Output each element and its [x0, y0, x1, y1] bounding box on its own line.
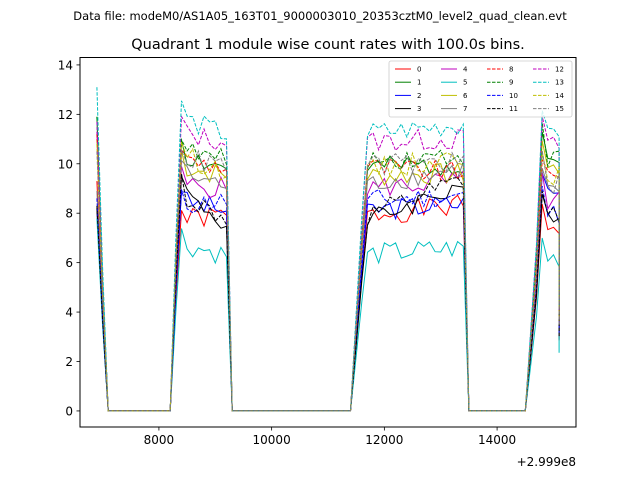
y-tick-label: 6 — [65, 256, 73, 270]
series-line-1 — [96, 116, 560, 412]
y-tick-label: 8 — [65, 207, 73, 221]
y-tick-label: 14 — [58, 58, 73, 72]
y-tick-label: 0 — [65, 404, 73, 418]
legend-label: 8 — [509, 66, 513, 74]
legend-label: 6 — [463, 92, 468, 100]
x-axis: 8000 10000 12000 14000 — [144, 427, 516, 447]
legend-label: 2 — [417, 92, 421, 100]
series-line-5 — [96, 218, 560, 412]
legend-label: 13 — [555, 79, 564, 87]
series-line-2 — [96, 173, 560, 412]
legend-label: 0 — [417, 66, 421, 74]
y-tick-label: 12 — [58, 108, 73, 122]
series-line-8 — [96, 134, 560, 412]
x-offset-label: +2.999e8 — [517, 455, 576, 469]
series-line-3 — [96, 176, 560, 412]
legend-label: 14 — [555, 92, 564, 100]
x-tick-label: 14000 — [478, 433, 516, 447]
legend-label: 7 — [463, 105, 467, 113]
series-line-10 — [96, 185, 560, 412]
plot-area — [96, 87, 560, 412]
series-line-12 — [96, 114, 560, 412]
series-line-14 — [96, 142, 560, 412]
legend-box — [388, 60, 573, 118]
y-axis: 0 2 4 6 8 10 12 14 — [58, 58, 80, 418]
series-line-13 — [96, 87, 560, 412]
series-line-0 — [96, 181, 560, 412]
x-tick-label: 10000 — [253, 433, 291, 447]
chart-suptitle: Data file: modeM0/AS1A05_163T01_90000030… — [73, 9, 567, 23]
legend-label: 15 — [555, 105, 564, 113]
y-tick-label: 2 — [65, 355, 73, 369]
series-line-15 — [96, 149, 560, 412]
chart-title: Quadrant 1 module wise count rates with … — [131, 37, 525, 53]
y-tick-label: 4 — [65, 306, 73, 320]
legend-label: 3 — [417, 105, 421, 113]
axes-frame — [79, 57, 577, 428]
series-line-11 — [96, 173, 560, 412]
legend-label: 1 — [417, 79, 421, 87]
legend-label: 12 — [555, 66, 564, 74]
x-tick-label: 8000 — [144, 433, 175, 447]
legend-label: 4 — [463, 66, 468, 74]
legend-label: 10 — [509, 92, 518, 100]
y-tick-label: 10 — [58, 157, 73, 171]
series-line-4 — [96, 131, 560, 412]
x-tick-label: 12000 — [365, 433, 403, 447]
legend-label: 11 — [509, 105, 518, 113]
series-line-6 — [96, 139, 560, 412]
series-line-9 — [96, 116, 560, 412]
legend-label: 5 — [463, 79, 467, 87]
legend-label: 9 — [509, 79, 513, 87]
series-line-7 — [96, 159, 560, 412]
